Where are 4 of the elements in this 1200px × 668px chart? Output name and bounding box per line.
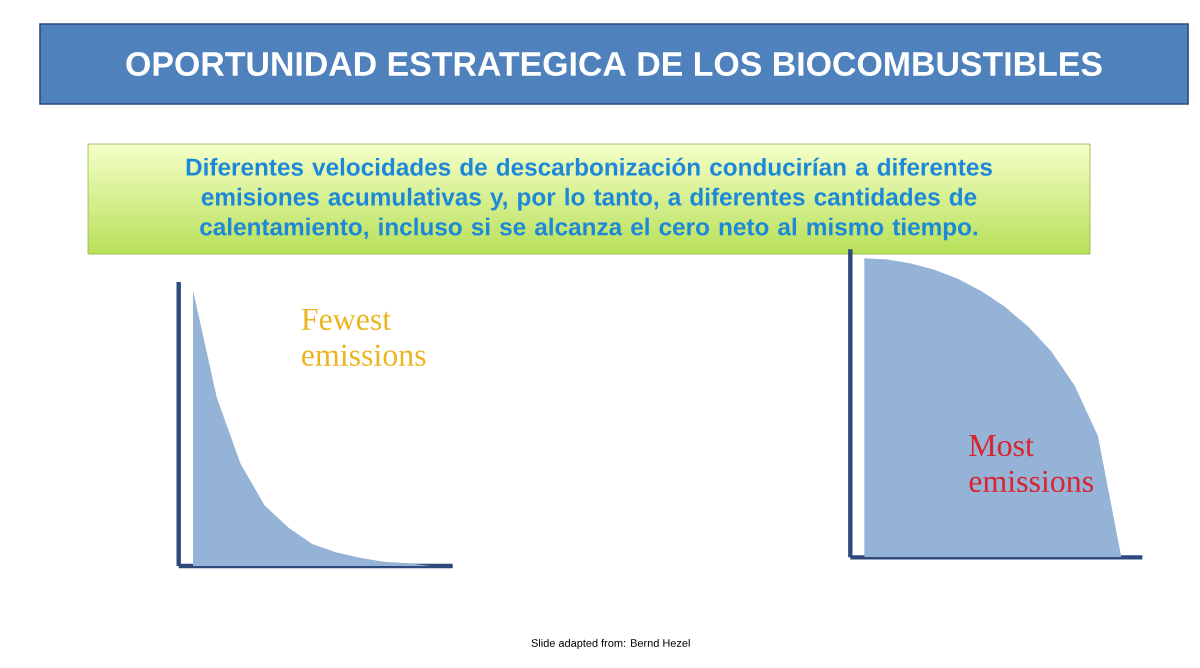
annotation: Most emissions <box>969 435 1093 493</box>
annotation: Fewest emissions <box>301 308 426 366</box>
text: OPORTUNIDAD ESTRATEGICA DE LOS BIOCOMBUSTIBLES <box>126 52 1102 76</box>
text: Diferentes velocidades de descarbonización conducirían a diferentes emisiones acumulativas y, por lo tanto, a diferentes cantidades de calentamiento, incluso si se alcanza el cero neto al mismo tiempo. <box>186 157 992 241</box>
